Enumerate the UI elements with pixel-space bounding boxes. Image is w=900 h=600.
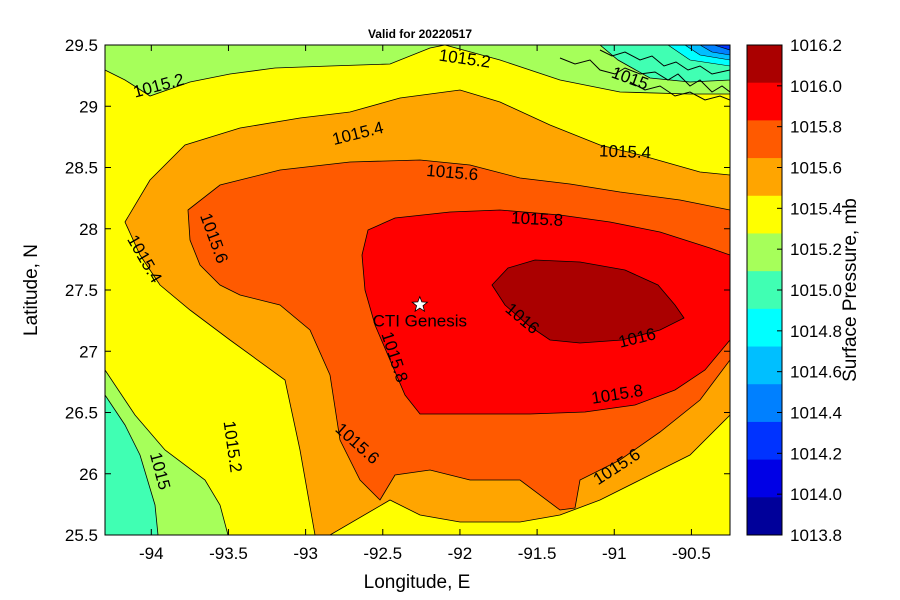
contour-label: 1015.4	[599, 141, 652, 162]
colorbar-swatch	[747, 233, 782, 272]
colorbar-tick-label: 1014.8	[790, 322, 842, 341]
y-tick-label: 28.5	[65, 159, 98, 178]
colorbar-tick-label: 1016.0	[790, 77, 842, 96]
y-tick-label: 26	[79, 465, 98, 484]
colorbar-tick-label: 1014.6	[790, 363, 842, 382]
y-tick-label: 29.5	[65, 36, 98, 55]
level-1014-2-region	[713, 45, 730, 51]
colorbar-tick-label: 1014.4	[790, 404, 842, 423]
level-1016-2-region	[491, 259, 685, 344]
colorbar-label: Surface Pressure, mb	[840, 198, 861, 382]
y-axis-label: Latitude, N	[21, 244, 42, 336]
colorbar-swatch	[747, 195, 782, 234]
y-axis: 25.5 26 26.5 27 27.5 28 28.5 29 29.5	[65, 36, 730, 545]
colorbar: 1013.8 1014.0 1014.2 1014.4 1014.6 1014.8 1015…	[746, 36, 842, 545]
colorbar-swatch	[747, 384, 782, 423]
colorbar-tick-label: 1013.8	[790, 526, 842, 545]
y-tick-label: 29	[79, 97, 98, 116]
colorbar-swatch	[747, 459, 782, 498]
x-axis: -94 -93.5 -93 -92.5 -92 -91.5 -91 -90.5	[139, 45, 711, 563]
x-tick-label: -90.5	[672, 544, 711, 563]
y-tick-label: 28	[79, 220, 98, 239]
contour-label: 1015.6	[426, 161, 479, 184]
colorbar-tick-label: 1015.6	[790, 159, 842, 178]
y-tick-label: 25.5	[65, 526, 98, 545]
colorbar-tick-label: 1015.2	[790, 240, 842, 259]
colorbar-swatch	[747, 45, 782, 84]
chart-title: Valid for 20220517	[368, 27, 472, 41]
colorbar-swatch	[747, 82, 782, 121]
colorbar-swatch	[747, 120, 782, 159]
colorbar-tick-label: 1015.0	[790, 281, 842, 300]
colorbar-swatch	[747, 308, 782, 348]
colorbar-swatch	[747, 158, 782, 197]
level-1015-0-region-southwest	[105, 394, 159, 535]
contour-fill	[105, 45, 730, 535]
y-tick-label: 27.5	[65, 281, 98, 300]
coastline	[559, 57, 730, 93]
colorbar-swatch	[747, 271, 782, 310]
contour-label: 1015.8	[511, 208, 564, 230]
x-tick-label: -94	[139, 544, 164, 563]
cti-genesis-marker: CTI Genesis	[373, 295, 467, 331]
x-tick-label: -92.5	[363, 544, 402, 563]
level-1015-2-region-north	[105, 45, 446, 97]
star-icon	[411, 295, 429, 313]
colorbar-tick-label: 1016.2	[790, 36, 842, 55]
colorbar-tick-label: 1014.2	[790, 444, 842, 463]
y-tick-label: 27	[79, 342, 98, 361]
colorbar-swatch	[747, 346, 782, 385]
x-tick-label: -91	[602, 544, 627, 563]
x-tick-label: -92	[448, 544, 473, 563]
colorbar-tick-label: 1014.0	[790, 485, 842, 504]
x-tick-label: -91.5	[518, 544, 557, 563]
y-tick-label: 26.5	[65, 404, 98, 423]
x-tick-label: -93	[293, 544, 318, 563]
colorbar-swatch	[747, 497, 782, 536]
marker-label: CTI Genesis	[373, 312, 467, 331]
colorbar-tick-label: 1015.4	[790, 199, 842, 218]
colorbar-tick-label: 1015.8	[790, 118, 842, 137]
x-tick-label: -93.5	[209, 544, 248, 563]
colorbar-swatch	[747, 421, 782, 461]
x-axis-label: Longitude, E	[364, 572, 471, 593]
